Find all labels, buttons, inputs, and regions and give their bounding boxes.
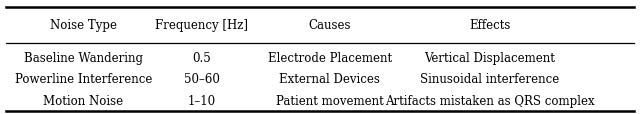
Text: Powerline Interference: Powerline Interference: [15, 73, 152, 86]
Text: Electrode Placement: Electrode Placement: [268, 51, 392, 64]
Text: Motion Noise: Motion Noise: [43, 94, 124, 107]
Text: Causes: Causes: [308, 19, 351, 32]
Text: Baseline Wandering: Baseline Wandering: [24, 51, 143, 64]
Text: Frequency [Hz]: Frequency [Hz]: [155, 19, 248, 32]
Text: Vertical Displacement: Vertical Displacement: [424, 51, 555, 64]
Text: 0.5: 0.5: [192, 51, 211, 64]
Text: 1–10: 1–10: [188, 94, 216, 107]
Text: Artifacts mistaken as QRS complex: Artifacts mistaken as QRS complex: [385, 94, 595, 107]
Text: Effects: Effects: [469, 19, 510, 32]
Text: Patient movement: Patient movement: [276, 94, 383, 107]
Text: 50–60: 50–60: [184, 73, 220, 86]
Text: Sinusoidal interference: Sinusoidal interference: [420, 73, 559, 86]
Text: External Devices: External Devices: [279, 73, 380, 86]
Text: Noise Type: Noise Type: [50, 19, 116, 32]
